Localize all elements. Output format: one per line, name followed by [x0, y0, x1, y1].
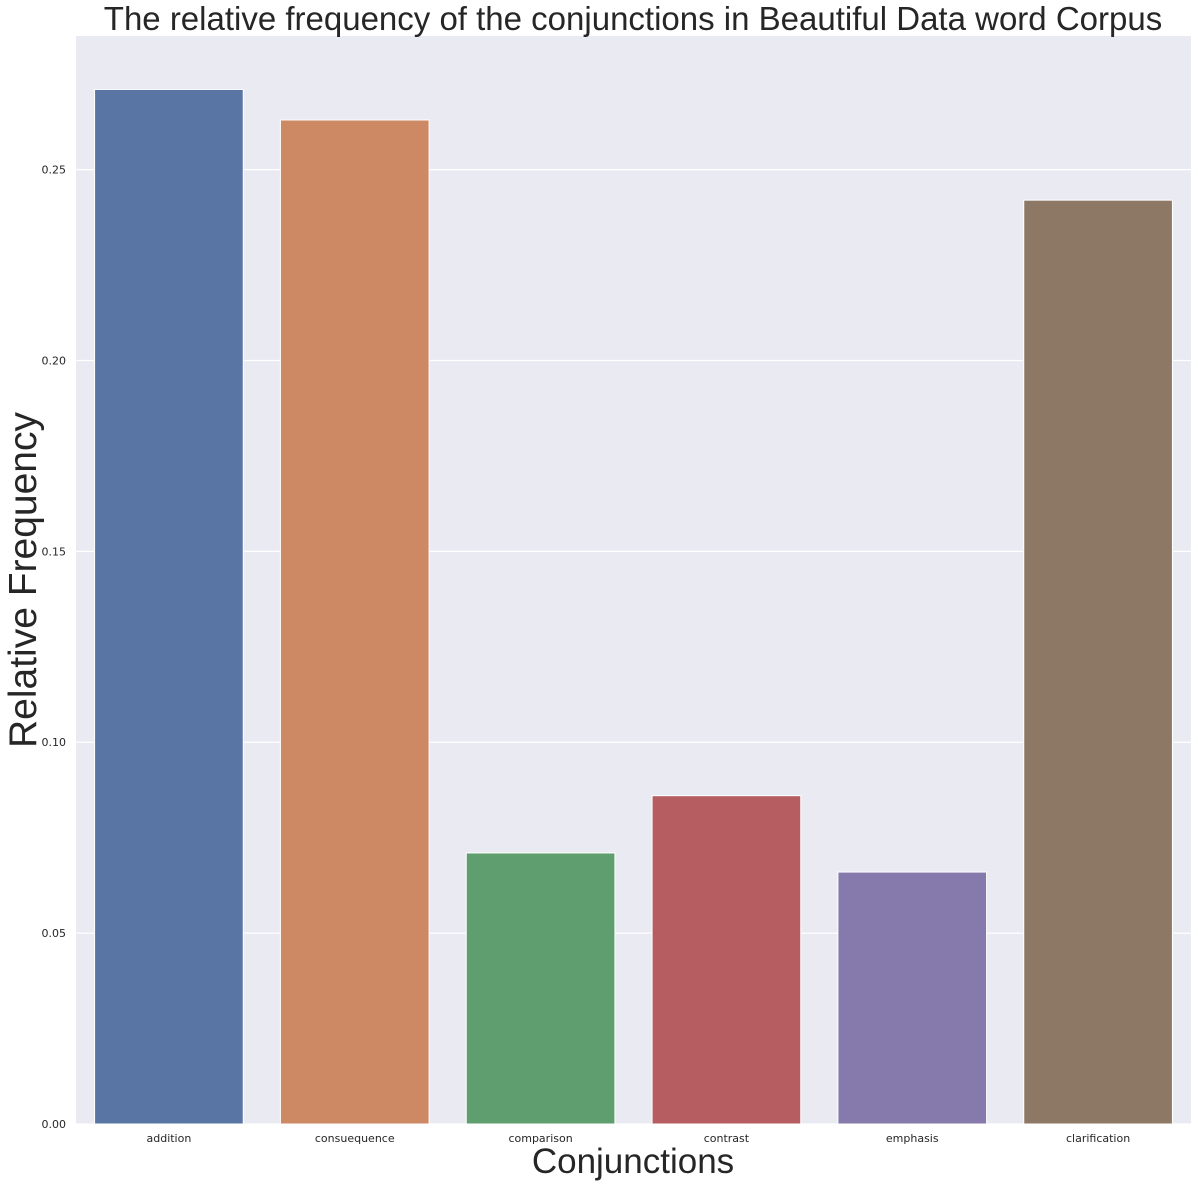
x-tick-label: emphasis: [886, 1132, 939, 1145]
y-tick-label: 0.15: [42, 545, 67, 558]
y-tick-label: 0.00: [42, 1118, 67, 1131]
bar-clarification: [1023, 199, 1173, 1125]
bar-comparison: [465, 852, 616, 1125]
y-tick-label: 0.25: [42, 164, 67, 177]
x-tick-label: consuequence: [315, 1132, 395, 1145]
x-axis-label: Conjunctions: [532, 1142, 734, 1181]
y-tick-label: 0.10: [42, 736, 67, 749]
grid-lines: [76, 169, 1191, 1125]
x-tick-label: clarification: [1066, 1132, 1130, 1145]
x-tick-labels: addition consuequence comparison contrast em…: [146, 1132, 1130, 1145]
bar-addition: [94, 88, 244, 1125]
bar-consuequence: [279, 119, 430, 1125]
bar-emphasis: [837, 871, 988, 1125]
plot-background: [76, 36, 1191, 1124]
y-tick-label: 0.20: [42, 354, 67, 367]
y-axis-label: Relative Frequency: [2, 412, 45, 748]
chart-title: The relative frequency of the conjunctio…: [104, 0, 1162, 37]
y-tick-label: 0.05: [42, 927, 67, 940]
y-tick-labels: 0.00 0.05 0.10 0.15 0.20 0.25: [42, 164, 67, 1131]
bar-contrast: [651, 795, 802, 1125]
bars: [94, 88, 1173, 1125]
x-tick-label: addition: [146, 1132, 191, 1145]
x-tick-label: contrast: [704, 1132, 750, 1145]
x-tick-label: comparison: [508, 1132, 572, 1145]
